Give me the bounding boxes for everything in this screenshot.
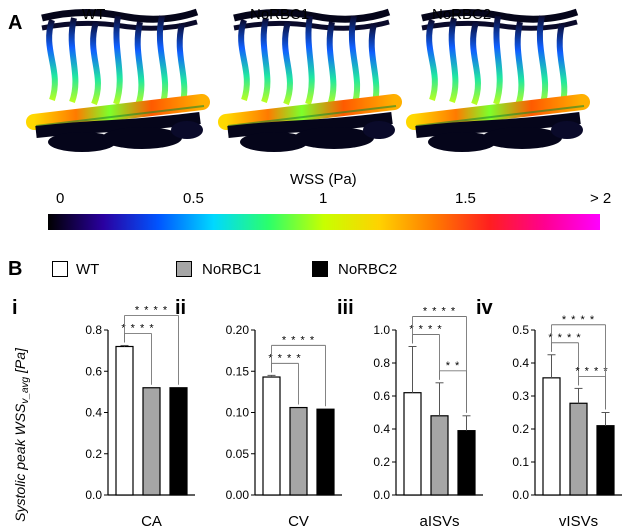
significance-label: * * * *: [562, 314, 595, 326]
colorbar-tick-0: 0: [56, 190, 65, 207]
y-tick-label: 0.20: [226, 323, 250, 337]
subpanel-label-ii: ii: [175, 297, 186, 319]
y-tick-label: 0.6: [85, 364, 102, 378]
significance-label: * * * *: [268, 352, 301, 364]
bar-aisvs-norbc1: [430, 415, 449, 496]
y-tick-label: 0.0: [85, 488, 102, 502]
x-axis-label-i: CA: [141, 513, 162, 530]
bar-cv-wt: [262, 376, 281, 496]
y-tick-label: 0.8: [85, 323, 102, 337]
y-axis-label-sub: v_avg: [20, 376, 31, 403]
bar-charts: Systolic peak WSSv_avg [Pa] i 0.0 0.2 0.4 0.…: [12, 297, 622, 530]
significance-label: * * * *: [423, 306, 456, 318]
significance-label: * * * *: [135, 304, 168, 316]
render-label-norbc1: NoRBC1: [250, 6, 310, 23]
bar-ca-wt: [115, 345, 134, 496]
y-tick-label: 0.2: [373, 455, 390, 469]
y-tick-label: 0.3: [512, 389, 529, 403]
bar-ca-norbc1: [142, 387, 161, 496]
y-tick-label: 0.2: [85, 447, 102, 461]
significance-label: * *: [446, 360, 461, 372]
bar-cv-norbc2: [316, 408, 335, 496]
y-tick-label: 0.4: [373, 422, 390, 436]
legend-label-norbc2: NoRBC2: [338, 261, 398, 278]
colorbar-tick-4: > 2: [590, 190, 612, 207]
bar-visvs-norbc2: [596, 425, 615, 496]
colorbar: [48, 214, 600, 230]
subpanel-label-iii: iii: [337, 297, 354, 319]
significance-label: * * * *: [121, 322, 154, 334]
bar-cv-norbc1: [289, 406, 308, 496]
y-tick-label: 0.4: [512, 356, 529, 370]
y-axis-label-unit: [Pa]: [12, 347, 28, 377]
render-label-wt: WT: [82, 6, 106, 23]
y-tick-label: 0.2: [512, 422, 529, 436]
significance-label: * * * *: [282, 334, 315, 346]
significance-label: * * * *: [548, 332, 581, 344]
y-axis-label-main: Systolic peak WSS: [12, 403, 28, 522]
subpanel-label-i: i: [12, 297, 18, 319]
y-tick-label: 0.0: [512, 488, 529, 502]
legend-swatch-norbc2: [312, 261, 328, 277]
y-tick-label: 0.1: [512, 455, 529, 469]
x-axis-label-ii: CV: [288, 513, 309, 530]
legend-label-wt: WT: [76, 261, 100, 278]
panel-a-letter: A: [8, 12, 23, 34]
panel-b-letter: B: [8, 258, 23, 280]
colorbar-title: WSS (Pa): [290, 171, 357, 188]
y-tick-label: 0.15: [226, 364, 250, 378]
bar-aisvs-norbc2: [457, 430, 476, 496]
y-axis-label: Systolic peak WSSv_avg [Pa]: [12, 347, 31, 522]
vessel-renders: [0, 0, 638, 170]
y-tick-label: 0.8: [373, 356, 390, 370]
y-tick-label: 0.6: [373, 389, 390, 403]
significance-label: * * * *: [575, 365, 608, 377]
legend-label-norbc1: NoRBC1: [202, 261, 262, 278]
bar-visvs-norbc1: [569, 402, 588, 496]
y-tick-label: 1.0: [373, 323, 390, 337]
render-label-norbc2: NoRBC2: [432, 6, 492, 23]
x-axis-label-iv: vISVs: [559, 513, 598, 530]
y-tick-label: 0.10: [226, 406, 250, 420]
bar-visvs-wt: [542, 377, 561, 496]
y-tick-label: 0.0: [373, 488, 390, 502]
colorbar-tick-1: 0.5: [183, 190, 204, 207]
bar-aisvs-wt: [403, 392, 422, 496]
x-axis-label-iii: aISVs: [419, 513, 459, 530]
legend-swatch-wt: [52, 261, 68, 277]
y-tick-label: 0.4: [85, 406, 102, 420]
subpanel-label-iv: iv: [476, 297, 494, 319]
colorbar-tick-2: 1: [319, 190, 328, 207]
y-tick-label: 0.05: [226, 447, 250, 461]
y-tick-label: 0.5: [512, 323, 529, 337]
y-tick-label: 0.00: [226, 488, 250, 502]
significance-label: * * * *: [409, 324, 442, 336]
bar-ca-norbc2: [169, 387, 188, 496]
colorbar-tick-3: 1.5: [455, 190, 476, 207]
legend-swatch-norbc1: [176, 261, 192, 277]
